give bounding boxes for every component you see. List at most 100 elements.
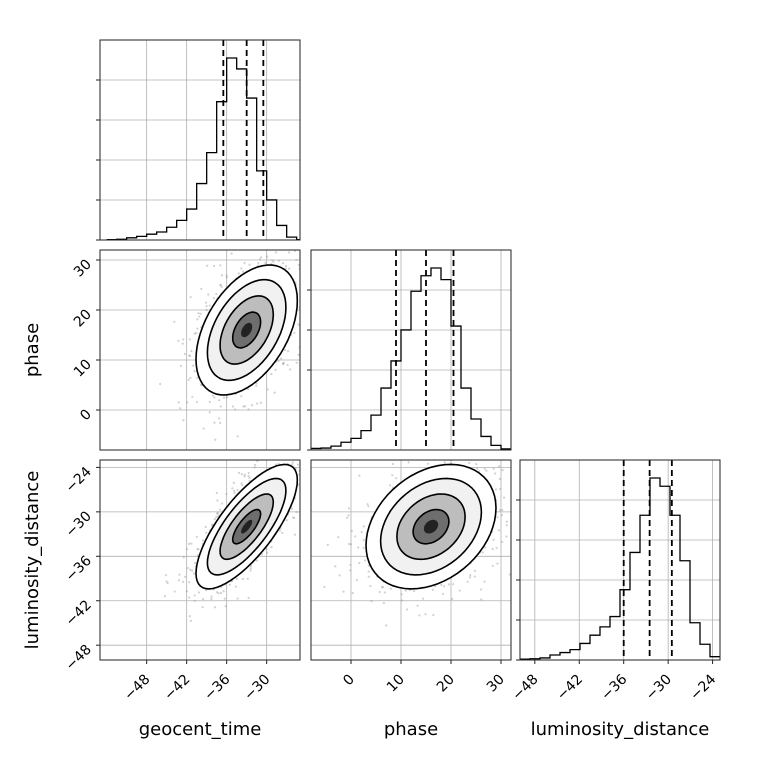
- panel-geocent_time-vs-phase-sample-point: [258, 258, 262, 261]
- panel-geocent_time-vs-luminosity_distance-sample-point: [216, 499, 219, 502]
- panel-geocent_time-vs-phase-sample-point: [206, 264, 209, 267]
- panel-phase-vs-luminosity_distance-sample-point: [360, 531, 363, 534]
- panel-phase-vs-luminosity_distance-sample-point: [472, 453, 474, 455]
- panel-phase-vs-luminosity_distance-sample-point: [495, 455, 497, 457]
- x-axis-title-phase: phase: [384, 719, 438, 740]
- panel-geocent_time-vs-luminosity_distance-sample-point: [302, 489, 304, 491]
- panel-geocent_time-vs-luminosity_distance-sample-point: [256, 460, 259, 463]
- panel-geocent_time-vs-luminosity_distance-sample-point: [303, 485, 305, 487]
- panel-geocent_time-vs-phase-sample-point: [219, 405, 222, 408]
- panel-geocent_time-vs-phase-sample-point: [297, 323, 300, 326]
- panel-phase-vs-luminosity_distance-sample-point: [347, 507, 351, 510]
- panel-geocent_time-vs-phase-sample-point: [211, 394, 215, 397]
- panel-phase-vs-luminosity_distance-sample-point: [338, 574, 341, 577]
- ytick-label-luminosity_distance: −30: [63, 508, 95, 540]
- panel-phase-vs-luminosity_distance-sample-point: [395, 477, 398, 480]
- panel-geocent_time-vs-luminosity_distance-sample-point: [182, 556, 185, 559]
- panel-geocent_time-vs-phase-sample-point: [315, 323, 317, 325]
- panel-geocent_time-vs-phase-sample-point: [315, 287, 317, 289]
- panel-geocent_time-vs-luminosity_distance-sample-point: [211, 524, 214, 527]
- panel-geocent_time-vs-phase-sample-point: [282, 361, 285, 364]
- panel-geocent_time-vs-phase-sample-point: [312, 285, 314, 287]
- panel-geocent_time-vs-phase-sample-point: [218, 399, 221, 402]
- panel-geocent_time-vs-phase-sample-point: [255, 382, 258, 385]
- panel-phase-vs-luminosity_distance-sample-point: [499, 487, 502, 491]
- panel-geocent_time-vs-phase-sample-point: [208, 411, 211, 414]
- panel-geocent_time-vs-phase-sample-point: [189, 295, 192, 299]
- panel-phase-vs-luminosity_distance-sample-point: [347, 514, 350, 517]
- panel-geocent_time-vs-luminosity_distance-sample-point: [201, 597, 205, 601]
- y-axis-title-phase: phase: [22, 323, 43, 377]
- marginal-luminosity_distance-grid: [520, 460, 720, 660]
- marginal-geocent_time-frame: [99, 39, 301, 241]
- panel-geocent_time-vs-luminosity_distance-sample-point: [163, 595, 167, 598]
- panel-phase-vs-luminosity_distance-sample-point: [473, 569, 476, 572]
- panel-geocent_time-vs-luminosity_distance-sample-point: [193, 594, 196, 597]
- panel-geocent_time-vs-phase-sample-point: [281, 363, 285, 366]
- panel-geocent_time-vs-luminosity_distance-sample-point: [243, 473, 246, 476]
- panel-geocent_time-vs-luminosity_distance-sample-point: [240, 482, 243, 485]
- panel-geocent_time-vs-phase-sample-point: [302, 333, 304, 335]
- panel-geocent_time-vs-phase-sample-point: [308, 317, 310, 319]
- panel-geocent_time-vs-luminosity_distance-sample-point: [232, 481, 235, 484]
- panel-phase-vs-luminosity_distance-sample-point: [370, 600, 373, 603]
- panel-phase-vs-luminosity_distance-sample-point: [400, 599, 404, 602]
- panel-geocent_time-vs-phase-sample-point: [200, 287, 203, 291]
- panel-phase-vs-luminosity_distance-sample-point: [342, 590, 345, 593]
- panel-geocent_time-vs-luminosity_distance-sample-point: [285, 519, 288, 522]
- panel-geocent_time-vs-phase-sample-point: [314, 280, 316, 282]
- panel-phase-vs-luminosity_distance-sample-point: [366, 503, 369, 506]
- panel-geocent_time-vs-luminosity_distance-sample-point: [218, 508, 222, 511]
- panel-geocent_time-vs-luminosity_distance-sample-point: [278, 425, 280, 427]
- panel-phase-vs-luminosity_distance-sample-point: [468, 461, 471, 464]
- panel-phase-vs-luminosity_distance-sample-point: [469, 574, 472, 577]
- panel-phase-vs-luminosity_distance-contour-2: [396, 493, 466, 561]
- panel-phase-vs-luminosity_distance-sample-point: [326, 543, 329, 547]
- ytick-label-phase: 30: [71, 257, 95, 281]
- panel-geocent_time-vs-luminosity_distance-sample-point: [195, 535, 198, 538]
- panel-phase-vs-luminosity_distance-sample-point: [498, 465, 501, 468]
- panel-phase-vs-luminosity_distance-sample-point: [346, 516, 349, 519]
- panel-geocent_time-vs-phase-sample-point: [205, 305, 208, 308]
- panel-geocent_time-vs-phase-sample-point: [213, 396, 216, 399]
- panel-geocent_time-vs-luminosity_distance-sample-point: [247, 596, 250, 600]
- panel-phase-vs-luminosity_distance-sample-point: [425, 452, 427, 454]
- panel-phase-vs-luminosity_distance-contour-0: [365, 463, 497, 590]
- panel-geocent_time-vs-phase-sample-point: [179, 407, 182, 410]
- panel-geocent_time-vs-luminosity_distance-sample-point: [185, 590, 189, 593]
- panel-geocent_time-vs-luminosity_distance-sample-point: [233, 489, 236, 492]
- panel-geocent_time-vs-phase-sample-point: [182, 419, 185, 422]
- panel-geocent_time-vs-luminosity_distance-sample-point: [188, 615, 191, 618]
- panel-geocent_time-vs-phase-sample-point: [181, 342, 184, 345]
- panel-geocent_time-vs-phase-sample-point: [271, 259, 274, 262]
- panel-geocent_time-vs-luminosity_distance-sample-point: [186, 566, 189, 570]
- panel-geocent_time-vs-luminosity_distance-sample-point: [253, 466, 256, 469]
- panel-phase-vs-luminosity_distance-sample-point: [422, 597, 425, 600]
- panel-geocent_time-vs-luminosity_distance-sample-point: [173, 590, 176, 593]
- panel-geocent_time-vs-luminosity_distance-sample-point: [233, 491, 236, 495]
- panel-phase-vs-luminosity_distance-content: [323, 452, 511, 627]
- panel-phase-vs-luminosity_distance-sample-point: [362, 546, 365, 549]
- panel-phase-vs-luminosity_distance-sample-point: [383, 591, 387, 594]
- panel-geocent_time-vs-luminosity_distance-sample-point: [201, 539, 205, 542]
- panel-phase-vs-luminosity_distance-sample-point: [395, 456, 397, 458]
- panel-phase-vs-luminosity_distance-sample-point: [458, 589, 461, 592]
- panel-geocent_time-vs-luminosity_distance-sample-point: [178, 573, 181, 576]
- panel-phase-vs-luminosity_distance-sample-point: [491, 547, 494, 551]
- panel-geocent_time-vs-luminosity_distance-sample-point: [278, 529, 281, 532]
- panel-geocent_time-vs-phase-sample-point: [199, 312, 202, 315]
- panel-geocent_time-vs-luminosity_distance-sample-point: [284, 437, 286, 439]
- panel-phase-vs-luminosity_distance-sample-point: [406, 608, 409, 611]
- panel-geocent_time-vs-phase-sample-point: [283, 348, 286, 352]
- panel-geocent_time-vs-luminosity_distance-contour-3: [231, 508, 262, 545]
- panel-geocent_time-vs-phase-sample-point: [204, 301, 208, 304]
- panel-phase-vs-luminosity_distance-sample-point: [508, 573, 511, 576]
- panel-geocent_time-vs-phase-sample-point: [304, 327, 306, 329]
- xtick-label-luminosity_distance: −24: [687, 671, 719, 703]
- panel-phase-vs-luminosity_distance-sample-point: [418, 614, 421, 617]
- panel-geocent_time-vs-luminosity_distance-sample-point: [193, 572, 196, 575]
- panel-geocent_time-vs-phase-sample-point: [225, 396, 228, 399]
- panel-phase-vs-luminosity_distance-sample-point: [494, 488, 498, 491]
- panel-geocent_time-vs-phase-sample-point: [266, 388, 269, 391]
